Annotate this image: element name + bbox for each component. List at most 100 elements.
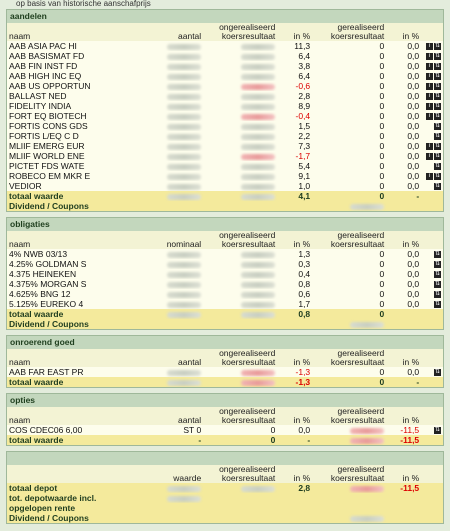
cell: 0	[312, 289, 387, 299]
icons: ⇅	[421, 249, 443, 259]
trade-button[interactable]: ⇅	[434, 83, 441, 91]
cell: 0,3	[277, 259, 313, 269]
trade-button[interactable]: ⇅	[434, 369, 441, 377]
trade-button[interactable]: ⇅	[434, 261, 441, 269]
row-name: totaal waarde	[7, 191, 125, 201]
trade-button[interactable]: ⇅	[434, 93, 441, 101]
info-button[interactable]: i	[426, 73, 433, 81]
info-button[interactable]: i	[426, 53, 433, 61]
trade-button[interactable]: ⇅	[434, 281, 441, 289]
cell	[124, 121, 204, 131]
blurred-value	[167, 93, 202, 100]
trade-button[interactable]: ⇅	[434, 123, 441, 131]
trade-button[interactable]: ⇅	[434, 133, 441, 141]
cell: 0	[312, 367, 387, 377]
cell: 0,0	[386, 91, 422, 101]
info-button[interactable]: i	[426, 153, 433, 161]
upct: 0,4	[298, 269, 311, 279]
real: 0	[379, 101, 385, 111]
section: aandelen naam aantal ongerealiseerd koersre…	[6, 9, 444, 212]
icons: i ⇅	[421, 71, 443, 81]
icons	[421, 435, 443, 445]
blurred-value	[241, 163, 276, 170]
trade-button[interactable]: ⇅	[434, 103, 441, 111]
trade-button[interactable]: ⇅	[434, 143, 441, 151]
cell	[203, 503, 278, 513]
cell: 0	[312, 269, 387, 279]
trade-button[interactable]: ⇅	[434, 63, 441, 71]
cell	[203, 493, 278, 503]
trade-button[interactable]: ⇅	[434, 163, 441, 171]
table-row: tot. depotwaarde incl.	[7, 493, 443, 503]
upct: 0,3	[298, 259, 311, 269]
cell	[124, 131, 204, 141]
cell: 0,0	[277, 425, 313, 435]
cell	[203, 513, 278, 523]
table-row: totaal waarde 4,1 0 -	[7, 191, 443, 201]
cell	[277, 493, 313, 503]
icons: i ⇅	[421, 111, 443, 121]
real: 0	[379, 367, 385, 377]
column-header: ongerealiseerd koersresultaat	[203, 349, 278, 367]
cell	[124, 81, 204, 91]
blurred-value	[167, 53, 202, 60]
column-header: waarde	[124, 465, 204, 483]
trade-button[interactable]: ⇅	[434, 251, 441, 259]
cell: 0,0	[386, 181, 422, 191]
upct: 11,3	[294, 41, 311, 51]
info-button[interactable]: i	[426, 43, 433, 51]
column-header	[421, 23, 443, 41]
upct: 0,8	[298, 279, 311, 289]
trade-button[interactable]: ⇅	[434, 73, 441, 81]
info-button[interactable]: i	[426, 103, 433, 111]
info-button[interactable]: i	[426, 63, 433, 71]
rpct: 0,0	[407, 289, 420, 299]
cell	[312, 483, 387, 493]
trade-button[interactable]: ⇅	[434, 153, 441, 161]
trade-button[interactable]: ⇅	[434, 301, 441, 309]
blurred-value	[167, 153, 202, 160]
cell	[124, 367, 204, 377]
row-name: AAB ASIA PAC HI	[7, 41, 125, 51]
cell: -	[124, 435, 204, 445]
real: 0	[379, 141, 385, 151]
trade-button[interactable]: ⇅	[434, 183, 441, 191]
table-row: PICTET FDS WATE 5,4 0 0,0 ⇅	[7, 161, 443, 171]
cell	[203, 181, 278, 191]
info-button[interactable]: i	[426, 83, 433, 91]
rpct: 0,0	[407, 249, 420, 259]
trade-button[interactable]: ⇅	[434, 271, 441, 279]
column-header: in %	[386, 23, 422, 41]
column-header: naam	[7, 407, 125, 425]
rpct: 0,0	[407, 131, 420, 141]
cell: 0	[312, 299, 387, 309]
trade-button[interactable]: ⇅	[434, 43, 441, 51]
cell: 0	[312, 191, 387, 201]
column-header: naam	[7, 349, 125, 367]
cell: 0	[312, 249, 387, 259]
blurred-value	[241, 281, 276, 288]
trade-button[interactable]: ⇅	[434, 427, 441, 435]
table-row: 4.375 HEINEKEN 0,4 0 0,0 ⇅	[7, 269, 443, 279]
trade-button[interactable]: ⇅	[434, 291, 441, 299]
cell: 0,0	[386, 269, 422, 279]
cell: 0,0	[386, 259, 422, 269]
trade-button[interactable]: ⇅	[434, 53, 441, 61]
cell	[124, 513, 204, 523]
info-button[interactable]: i	[426, 143, 433, 151]
section: obligaties naam nominaal ongerealiseerd koe…	[6, 217, 444, 330]
info-button[interactable]: i	[426, 173, 433, 181]
upct: 8,9	[298, 101, 311, 111]
section-title: onroerend goed	[7, 336, 443, 349]
icons: ⇅	[421, 121, 443, 131]
cell	[386, 493, 422, 503]
trade-button[interactable]: ⇅	[434, 113, 441, 121]
cell	[203, 483, 278, 493]
cell	[203, 191, 278, 201]
rpct: 0,0	[407, 61, 420, 71]
cell	[203, 91, 278, 101]
info-button[interactable]: i	[426, 93, 433, 101]
trade-button[interactable]: ⇅	[434, 173, 441, 181]
info-button[interactable]: i	[426, 113, 433, 121]
blurred-value	[241, 133, 276, 140]
